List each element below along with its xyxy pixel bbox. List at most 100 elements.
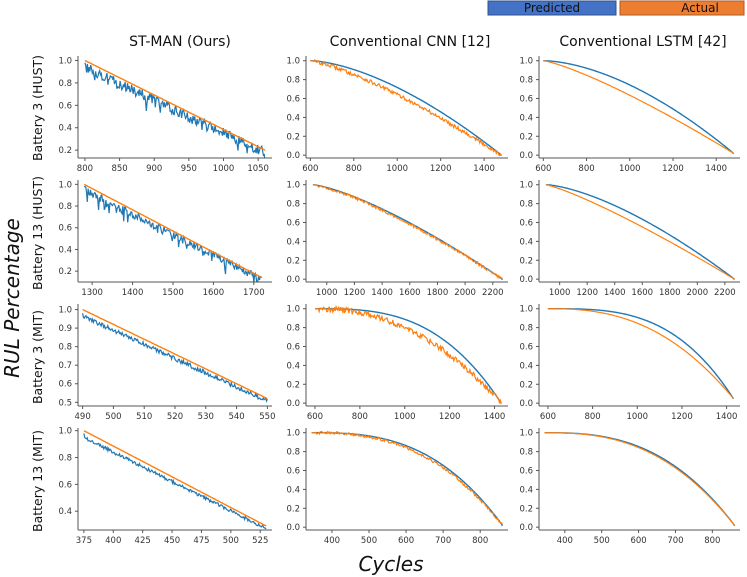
- x-tick-label: 1400: [473, 164, 495, 174]
- y-tick-label: 0.2: [286, 504, 300, 514]
- predicted-line: [310, 60, 503, 157]
- y-tick-label: 1.0: [286, 305, 300, 315]
- x-tick-label: 2200: [482, 288, 504, 298]
- actual-line: [315, 304, 502, 404]
- x-tick-label: 1400: [716, 412, 738, 422]
- x-tick-label: 600: [535, 164, 551, 174]
- y-tick-label: 0.8: [58, 79, 72, 89]
- y-tick-label: 0.8: [519, 200, 533, 210]
- y-tick-label: 0.6: [519, 343, 533, 353]
- x-tick-label: 1200: [439, 412, 461, 422]
- y-tick-label: 0.4: [58, 124, 72, 134]
- y-tick-label: 0.4: [519, 237, 533, 247]
- x-tick-label: 1000: [619, 164, 641, 174]
- y-tick-label: 1.0: [519, 305, 533, 315]
- y-tick-label: 0.6: [519, 467, 533, 477]
- actual-line: [83, 183, 263, 279]
- actual-line: [311, 430, 503, 525]
- x-tick-label: 2000: [454, 288, 476, 298]
- row-label-battery3-hust: Battery 3 (HUST): [30, 55, 45, 161]
- y-tick-label: 0.8: [58, 202, 72, 212]
- x-tick-label: 600: [302, 164, 318, 174]
- panel-r2-c1: 0.0 0.2 0.4 0.6 0.8 1.0 600 800 1000 1200 1400: [286, 304, 508, 422]
- x-tick-label: 400: [105, 536, 121, 546]
- y-tick-label: 0.8: [519, 448, 533, 458]
- actual-line: [547, 308, 734, 399]
- x-tick-label: 950: [181, 164, 197, 174]
- x-tick-label: 1300: [81, 288, 103, 298]
- x-tick-label: 1200: [430, 164, 452, 174]
- x-tick-label: 540: [228, 412, 244, 422]
- y-tick-label: 0.6: [286, 467, 300, 477]
- panel-r2-c2: 0.0 0.2 0.4 0.6 0.8 1.0 600 800 1000 1200 1400: [519, 304, 740, 422]
- y-tick-label: 0.2: [286, 132, 300, 142]
- y-tick-label: 0.6: [286, 95, 300, 105]
- predicted-line: [84, 185, 263, 282]
- x-tick-label: 500: [594, 536, 610, 546]
- x-tick-label: 1400: [604, 288, 626, 298]
- x-tick-label: 600: [630, 536, 646, 546]
- y-tick-label: 0.2: [286, 256, 300, 266]
- actual-line: [84, 59, 266, 151]
- x-tick-label: 800: [472, 536, 488, 546]
- y-tick-label: 0.2: [286, 380, 300, 390]
- predicted-line: [547, 308, 734, 400]
- panel-r1-c2: 0.0 0.2 0.4 0.6 0.8 1.0 1000 1200 1400 1600 1800 20…: [519, 180, 740, 298]
- y-tick-label: 0.0: [519, 399, 533, 409]
- x-tick-label: 500: [361, 536, 377, 546]
- predicted-line: [543, 60, 735, 155]
- series-group: [547, 308, 734, 400]
- legend: Predicted Actual: [487, 0, 745, 16]
- x-tick-label: 1000: [394, 412, 416, 422]
- series-group: [543, 60, 735, 155]
- y-tick-label: 0.0: [286, 275, 300, 285]
- x-tick-label: 1000: [213, 164, 235, 174]
- x-tick-label: 510: [136, 412, 152, 422]
- x-tick-label: 1200: [671, 412, 693, 422]
- y-tick-label: 0.6: [519, 95, 533, 105]
- y-tick-label: 0.8: [286, 76, 300, 86]
- actual-line: [310, 59, 502, 157]
- y-tick-label: 0.4: [286, 237, 300, 247]
- y-tick-label: 1.0: [286, 181, 300, 191]
- x-tick-label: 850: [111, 164, 127, 174]
- y-tick-label: 0.6: [58, 380, 72, 390]
- panel-r3-c2: 0.0 0.2 0.4 0.6 0.8 1.0 400 500 600 700 800: [519, 428, 740, 546]
- x-tick-label: 800: [584, 412, 600, 422]
- y-tick-label: 1.0: [58, 56, 72, 66]
- x-tick-label: 800: [578, 164, 594, 174]
- y-tick-label: 0.6: [286, 343, 300, 353]
- x-tick-label: 800: [352, 412, 368, 422]
- x-tick-label: 600: [307, 412, 323, 422]
- x-tick-label: 550: [259, 412, 275, 422]
- x-tick-label: 450: [164, 536, 180, 546]
- y-tick-label: 1.0: [286, 57, 300, 67]
- x-tick-label: 525: [252, 536, 268, 546]
- y-tick-label: 1.0: [519, 429, 533, 439]
- y-tick-label: 0.8: [286, 324, 300, 334]
- x-tick-label: 375: [76, 536, 92, 546]
- panel-r3-c0: 0.4 0.6 0.8 1.0 375 400 425 450 475 500 525: [58, 427, 272, 546]
- x-tick-label: 1600: [399, 288, 421, 298]
- y-tick-label: 0.0: [286, 523, 300, 533]
- y-tick-label: 1.0: [286, 429, 300, 439]
- x-tick-label: 520: [167, 412, 183, 422]
- actual-line: [82, 308, 268, 400]
- y-tick-label: 0.4: [519, 485, 533, 495]
- x-tick-label: 1700: [243, 288, 265, 298]
- row-label-battery13-mit: Battery 13 (MIT): [30, 430, 45, 532]
- y-tick-label: 1.0: [519, 57, 533, 67]
- predicted-line: [312, 184, 504, 281]
- y-tick-label: 0.4: [286, 485, 300, 495]
- x-tick-label: 1200: [576, 288, 598, 298]
- actual-line: [83, 430, 267, 527]
- predicted-line: [82, 313, 268, 403]
- x-tick-label: 1400: [705, 164, 727, 174]
- x-tick-label: 1200: [344, 288, 366, 298]
- actual-line: [545, 184, 735, 280]
- x-tick-label: 2200: [714, 288, 736, 298]
- series-group: [84, 59, 266, 158]
- row-label-battery3-mit: Battery 3 (MIT): [30, 310, 45, 404]
- panel-r0-c1: 0.0 0.2 0.4 0.6 0.8 1.0 600 800 1000 1200 1400: [286, 56, 508, 174]
